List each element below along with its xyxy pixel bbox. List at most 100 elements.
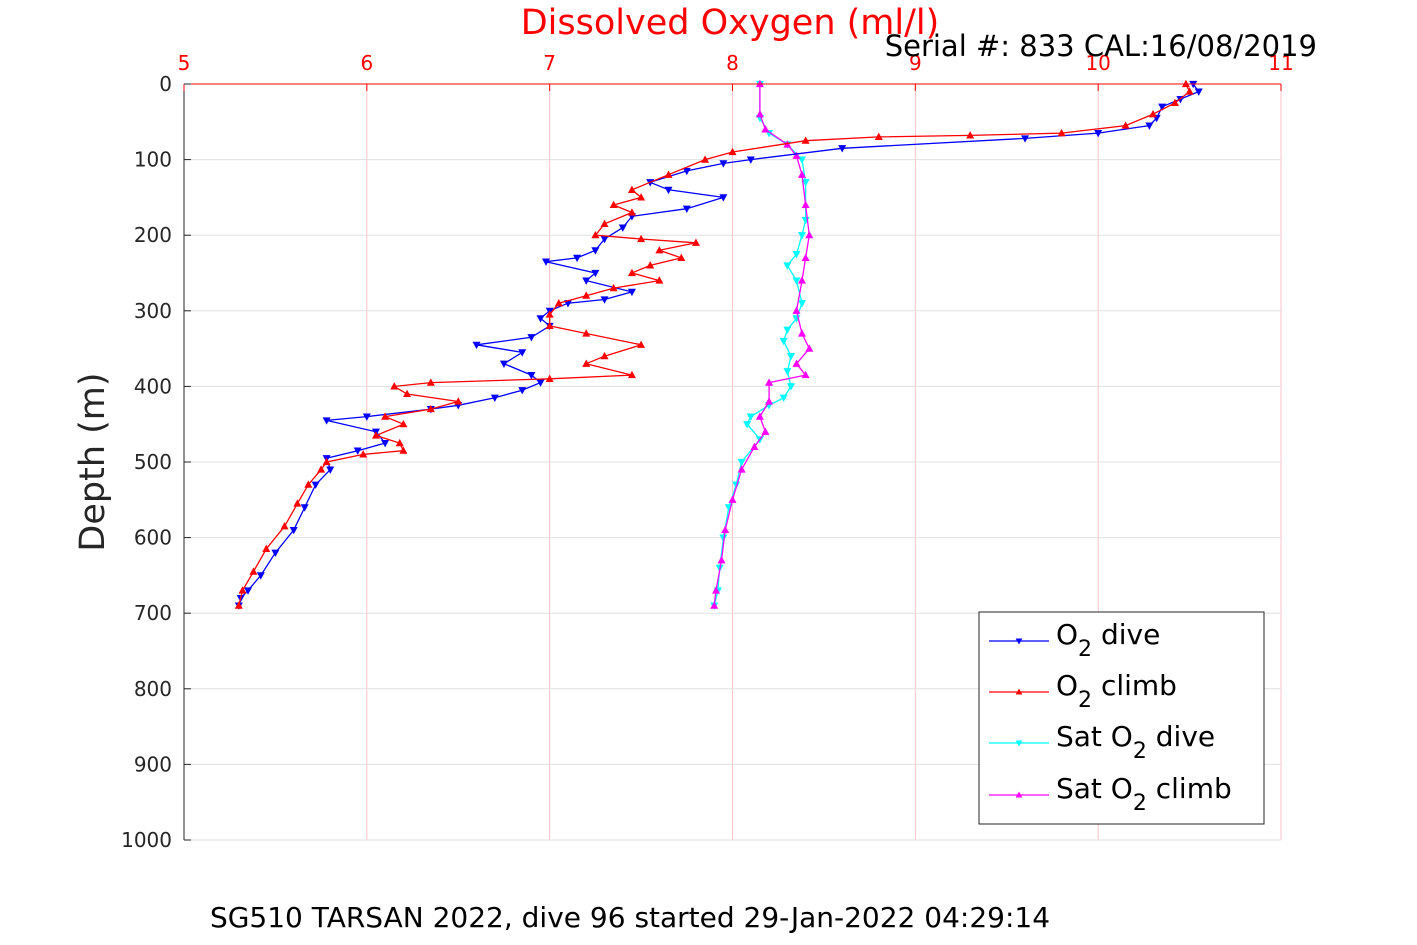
data-point xyxy=(797,329,806,337)
data-point xyxy=(317,465,326,473)
x-tick-label: 7 xyxy=(543,51,556,75)
y-tick-label: 400 xyxy=(134,374,172,398)
legend-box xyxy=(978,611,1265,825)
data-point xyxy=(627,288,636,297)
data-point xyxy=(545,310,554,318)
data-point xyxy=(399,446,408,454)
series-line xyxy=(713,84,811,606)
data-point xyxy=(664,186,673,195)
data-point xyxy=(289,526,298,535)
data-point xyxy=(750,442,759,450)
data-point xyxy=(701,155,710,163)
y-tick-label: 200 xyxy=(134,223,172,247)
y-tick-label: 600 xyxy=(134,526,172,550)
data-point xyxy=(426,404,435,413)
data-point xyxy=(234,601,243,609)
data-point xyxy=(390,382,399,390)
data-point xyxy=(600,351,609,360)
data-point xyxy=(786,353,796,361)
data-point xyxy=(737,465,746,473)
data-point xyxy=(677,253,686,261)
data-point xyxy=(545,374,554,382)
data-point xyxy=(618,224,627,232)
data-point xyxy=(728,147,737,156)
y-tick-label: 500 xyxy=(134,450,172,474)
data-point xyxy=(582,291,591,299)
data-point xyxy=(797,170,806,178)
data-point xyxy=(765,397,774,405)
data-point xyxy=(1057,128,1066,137)
data-point xyxy=(1121,121,1130,129)
legend-marker xyxy=(1015,740,1023,747)
data-point xyxy=(238,586,247,594)
legend-item: Sat O2 dive xyxy=(989,720,1215,764)
data-point xyxy=(600,219,609,227)
data-point xyxy=(801,179,810,187)
data-point xyxy=(779,394,788,402)
data-point xyxy=(805,344,814,352)
data-point xyxy=(746,156,755,164)
data-point xyxy=(322,457,331,466)
legend-label: O2 dive xyxy=(1056,618,1160,662)
x-tick-label: 11 xyxy=(1268,51,1293,75)
data-point xyxy=(627,185,636,193)
data-point xyxy=(1170,98,1179,106)
data-point xyxy=(609,200,618,209)
data-point xyxy=(600,296,609,304)
data-point xyxy=(755,109,764,118)
data-point xyxy=(403,389,412,398)
series-line xyxy=(238,83,1191,606)
data-point xyxy=(655,246,664,254)
data-point xyxy=(874,132,883,141)
y-tick-label: 800 xyxy=(134,677,172,701)
x-tick-label: 8 xyxy=(726,51,739,75)
data-point xyxy=(536,315,545,323)
data-point xyxy=(1158,103,1167,111)
y-tick-label: 1000 xyxy=(121,828,172,852)
data-point xyxy=(573,254,582,263)
data-point xyxy=(755,412,764,420)
data-point xyxy=(792,251,801,259)
data-point xyxy=(262,544,271,553)
chart-title: Dissolved Oxygen (ml/l) xyxy=(521,3,940,43)
x-tick-label: 5 xyxy=(178,51,191,75)
data-point xyxy=(256,572,265,580)
data-point xyxy=(797,156,806,164)
data-point xyxy=(527,334,536,342)
y-tick-label: 700 xyxy=(134,601,172,625)
data-point xyxy=(536,379,545,387)
data-point xyxy=(541,258,551,266)
data-point xyxy=(426,378,435,386)
data-point xyxy=(582,277,591,285)
data-point xyxy=(381,440,390,448)
data-point xyxy=(381,412,390,420)
data-point xyxy=(362,413,371,421)
data-point xyxy=(792,359,801,367)
data-point xyxy=(271,549,280,557)
data-point xyxy=(682,205,691,213)
data-point xyxy=(293,499,302,507)
legend-label: Sat O2 dive xyxy=(1056,720,1215,764)
data-point xyxy=(1149,109,1158,118)
data-point xyxy=(591,230,600,239)
data-point xyxy=(664,170,673,178)
data-point xyxy=(717,556,726,564)
data-point xyxy=(518,387,527,395)
data-point xyxy=(761,427,770,435)
data-point xyxy=(637,193,646,201)
legend-label: O2 climb xyxy=(1056,669,1177,713)
data-point xyxy=(609,283,618,292)
data-point xyxy=(527,371,536,380)
data-point xyxy=(786,383,796,391)
data-point xyxy=(712,586,721,594)
data-point xyxy=(627,208,636,216)
data-point xyxy=(655,276,664,284)
data-point xyxy=(499,360,508,368)
data-point xyxy=(637,234,646,243)
data-point xyxy=(472,341,481,350)
y-tick-label: 300 xyxy=(134,299,172,323)
data-point xyxy=(792,277,801,285)
data-point xyxy=(721,525,730,534)
y-axis-label: Depth (m) xyxy=(73,372,113,551)
y-tick-label: 900 xyxy=(134,752,172,776)
